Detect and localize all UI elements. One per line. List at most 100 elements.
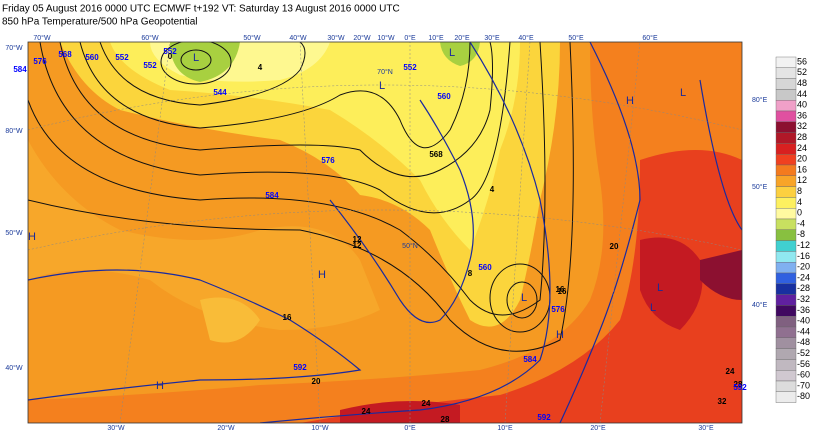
lon-label: 10°W [311, 424, 329, 432]
contour-label: 24 [422, 399, 431, 408]
legend-swatch [775, 337, 797, 349]
lon-label: 60°W [141, 34, 159, 42]
legend-label: 24 [797, 143, 807, 153]
pressure-center: L [680, 87, 686, 99]
lon-label: 20°E [590, 424, 606, 432]
legend-swatch [775, 89, 797, 101]
legend-label: 16 [797, 164, 807, 174]
contour-label: 12 [353, 235, 362, 244]
legend-label: 20 [797, 154, 807, 164]
legend-label: -20 [797, 262, 810, 272]
legend-label: -80 [797, 391, 810, 401]
legend-swatch [775, 153, 797, 166]
contour-label: 552 [115, 53, 129, 62]
legend-swatch [775, 229, 797, 241]
pressure-center: L [657, 282, 663, 294]
lat-label: 50°E [752, 183, 768, 191]
legend-label: 36 [797, 110, 807, 120]
legend-label: 32 [797, 121, 807, 131]
lat-label: 50°N [402, 242, 418, 250]
contour-label: 584 [523, 355, 537, 364]
legend-swatch [775, 240, 797, 252]
legend-label: 28 [797, 132, 807, 142]
contour-label: 20 [610, 242, 619, 251]
legend-label: -70 [797, 380, 810, 390]
legend-label: 52 [797, 67, 807, 77]
lon-label: 20°W [217, 424, 235, 432]
lat-label: 70°W [5, 44, 23, 52]
legend-swatch [775, 164, 797, 177]
contour-label: 584 [265, 191, 279, 200]
contour-label: 4 [490, 185, 495, 194]
lat-label: 40°E [752, 301, 768, 309]
legend-swatch [775, 262, 797, 274]
contour-label: 8 [468, 269, 473, 278]
map-frame [27, 41, 743, 424]
lon-label: 20°W [353, 34, 371, 42]
contour-label: 568 [429, 150, 443, 159]
legend-label: -36 [797, 305, 810, 315]
legend-swatch [775, 132, 797, 144]
contour-label: 12 [353, 241, 362, 250]
lon-label: 50°W [243, 34, 261, 42]
legend-swatch [775, 121, 797, 133]
contour-label: 28 [441, 415, 450, 424]
contour-label: 24 [726, 367, 735, 376]
legend-swatch [775, 326, 797, 339]
legend-label: -16 [797, 251, 810, 261]
lat-label: 80°W [5, 127, 23, 135]
contour-label: 584 [13, 65, 27, 74]
legend-label: 44 [797, 89, 807, 99]
contour-label: 0 [168, 52, 173, 61]
contour-label: 24 [362, 407, 371, 416]
lon-label: 30°E [698, 424, 714, 432]
pressure-center: H [156, 380, 164, 392]
contour-label: 552 [403, 63, 417, 72]
legend-swatch [775, 359, 797, 371]
legend-label: 48 [797, 78, 807, 88]
lon-label: 0°E [404, 34, 416, 42]
legend-label: -28 [797, 283, 810, 293]
lat-label: 40°W [5, 364, 23, 372]
legend-label: -32 [797, 294, 810, 304]
legend-swatch [775, 186, 797, 198]
lon-label: 40°E [518, 34, 534, 42]
legend-swatch [775, 370, 797, 382]
pressure-center: L [521, 292, 527, 304]
legend-swatch [775, 251, 797, 263]
legend-swatch [775, 207, 797, 220]
pressure-center: H [626, 95, 634, 107]
contour-label: 552 [163, 47, 177, 56]
contour-label: 592 [733, 383, 747, 392]
legend-label: -44 [797, 326, 810, 336]
lon-label: 0°E [404, 424, 416, 432]
legend-swatch [775, 272, 797, 285]
pressure-center: L [193, 52, 199, 64]
legend-swatch [775, 143, 797, 155]
lon-label: 10°E [497, 424, 513, 432]
legend-swatch [775, 99, 797, 112]
pressure-center: L [379, 80, 385, 92]
legend-swatch [775, 348, 797, 360]
header-line: Friday 05 August 2016 0000 UTC ECMWF t+1… [2, 4, 400, 15]
lon-label: 10°W [377, 34, 395, 42]
contour-label: 16 [556, 285, 565, 294]
pressure-center: L [449, 47, 455, 59]
legend-swatch [775, 110, 797, 123]
contour-label: 576 [551, 305, 565, 314]
contour-label: 592 [293, 363, 307, 372]
lon-label: 70°W [33, 34, 51, 42]
contour-label: 560 [478, 263, 492, 272]
map [28, 42, 742, 423]
legend-swatch [775, 305, 797, 317]
legend-label: -40 [797, 316, 810, 326]
legend-label: -12 [797, 240, 810, 250]
pressure-center: H [556, 329, 564, 341]
pressure-center: H [318, 269, 326, 281]
contour-label: 16 [283, 313, 292, 322]
pressure-center: L [650, 302, 656, 314]
legend-label: 0 [797, 208, 802, 218]
legend-label: -24 [797, 272, 810, 282]
legend-label: -48 [797, 337, 810, 347]
